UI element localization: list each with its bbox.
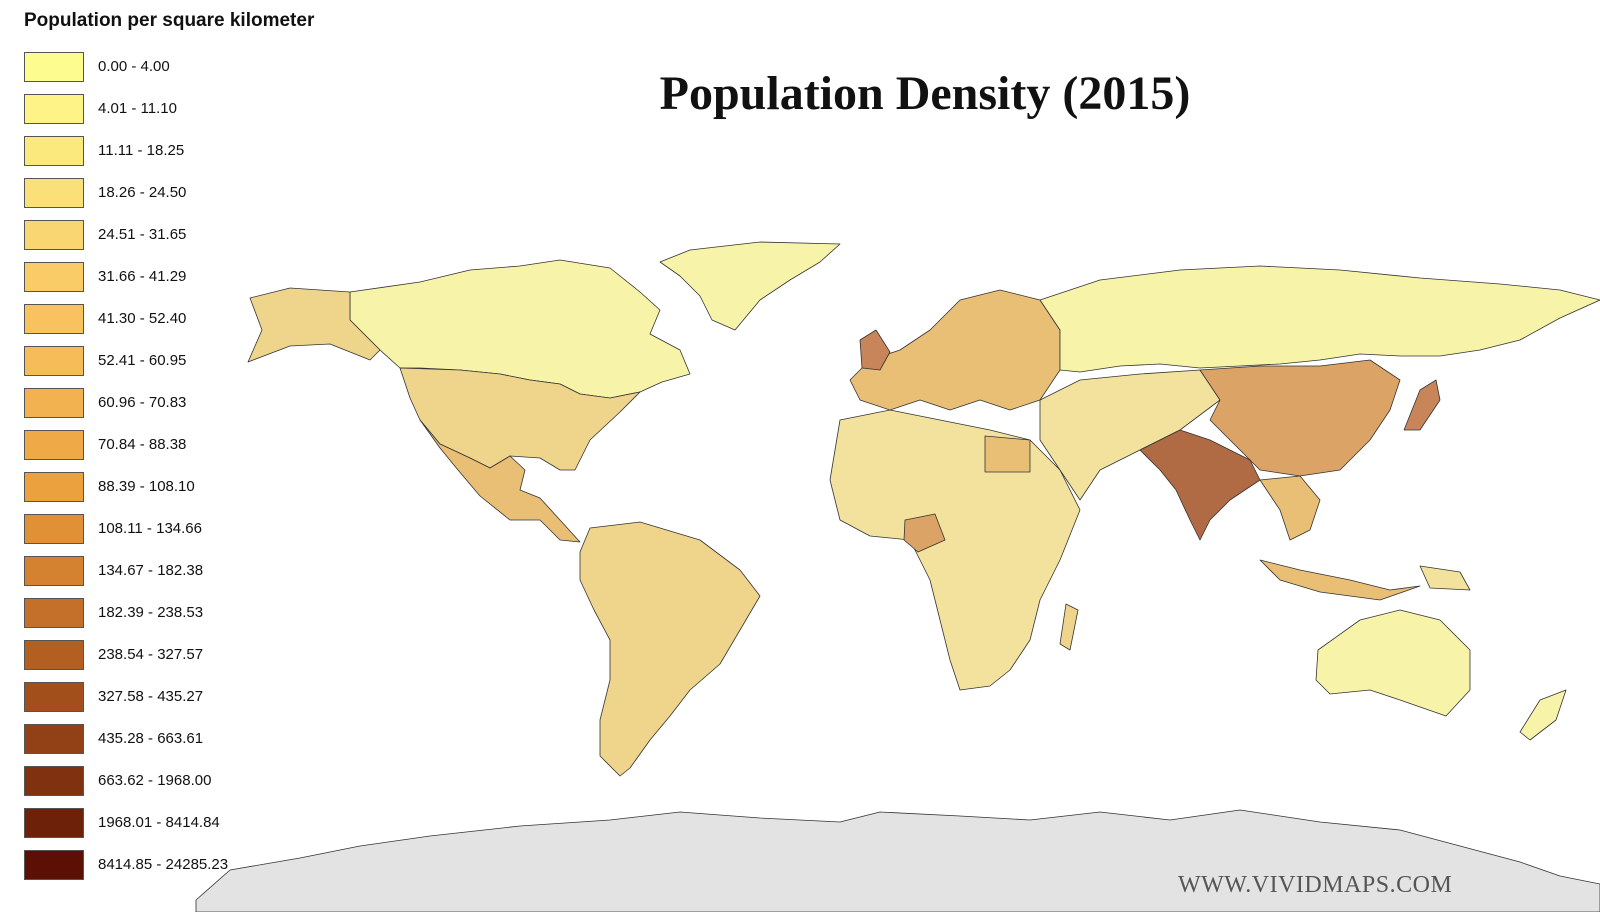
mexico: [419, 419, 581, 543]
legend-swatch: [24, 220, 84, 250]
legend-label: 8414.85 - 24285.23: [98, 856, 229, 873]
legend-swatch: [24, 556, 84, 586]
legend-swatch: [24, 724, 84, 754]
southeast-asia: [1259, 475, 1321, 541]
legend-label: 182.39 - 238.53: [98, 604, 204, 621]
canada: [349, 259, 691, 399]
legend-swatch: [24, 136, 84, 166]
watermark: WWW.VIVIDMAPS.COM: [1178, 872, 1453, 898]
legend-label: 24.51 - 31.65: [98, 226, 187, 243]
russia: [1039, 265, 1600, 373]
nigeria: [903, 513, 946, 553]
legend-label: 1968.01 - 8414.84: [98, 814, 220, 831]
legend-label: 663.62 - 1968.00: [98, 772, 212, 789]
legend-label: 88.39 - 108.10: [98, 478, 195, 495]
egypt: [984, 435, 1031, 473]
legend-swatch: [24, 808, 84, 838]
south-america: [579, 521, 761, 777]
legend-label: 0.00 - 4.00: [98, 58, 170, 75]
indonesia: [1259, 559, 1421, 601]
legend-swatch: [24, 514, 84, 544]
legend-label: 435.28 - 663.61: [98, 730, 204, 747]
antarctica: [195, 809, 1600, 912]
united-kingdom: [859, 329, 891, 371]
legend-swatch: [24, 850, 84, 880]
legend-swatch: [24, 346, 84, 376]
legend-swatch: [24, 262, 84, 292]
japan: [1403, 379, 1441, 431]
australia: [1315, 609, 1471, 717]
legend-label: 41.30 - 52.40: [98, 310, 187, 327]
legend-label: 11.11 - 18.25: [98, 142, 185, 159]
legend-swatch: [24, 94, 84, 124]
legend-label: 4.01 - 11.10: [98, 100, 177, 117]
legend-swatch: [24, 430, 84, 460]
legend-swatch: [24, 598, 84, 628]
madagascar: [1059, 603, 1079, 651]
legend-label: 70.84 - 88.38: [98, 436, 187, 453]
legend-label: 238.54 - 327.57: [98, 646, 204, 663]
map-title: Population Density (2015): [659, 67, 1191, 120]
legend-swatch: [24, 640, 84, 670]
india: [1139, 429, 1261, 541]
legend-swatch: [24, 52, 84, 82]
china: [1199, 359, 1401, 477]
legend-label: 18.26 - 24.50: [98, 184, 187, 201]
legend-swatch: [24, 472, 84, 502]
africa: [829, 409, 1081, 691]
legend-swatch: [24, 304, 84, 334]
legend-label: 31.66 - 41.29: [98, 268, 187, 285]
legend-title: Population per square kilometer: [24, 10, 315, 31]
legend-label: 108.11 - 134.66: [98, 520, 202, 537]
alaska: [247, 287, 381, 363]
legend-swatch: [24, 682, 84, 712]
legend-swatch: [24, 388, 84, 418]
legend-label: 60.96 - 70.83: [98, 394, 187, 411]
legend-swatch: [24, 178, 84, 208]
legend-label: 52.41 - 60.95: [98, 352, 187, 369]
legend-label: 327.58 - 435.27: [98, 688, 204, 705]
greenland: [659, 241, 841, 331]
new-zealand: [1519, 689, 1567, 741]
legend-swatch: [24, 766, 84, 796]
legend-label: 134.67 - 182.38: [98, 562, 204, 579]
papua-new-guinea: [1419, 565, 1471, 591]
